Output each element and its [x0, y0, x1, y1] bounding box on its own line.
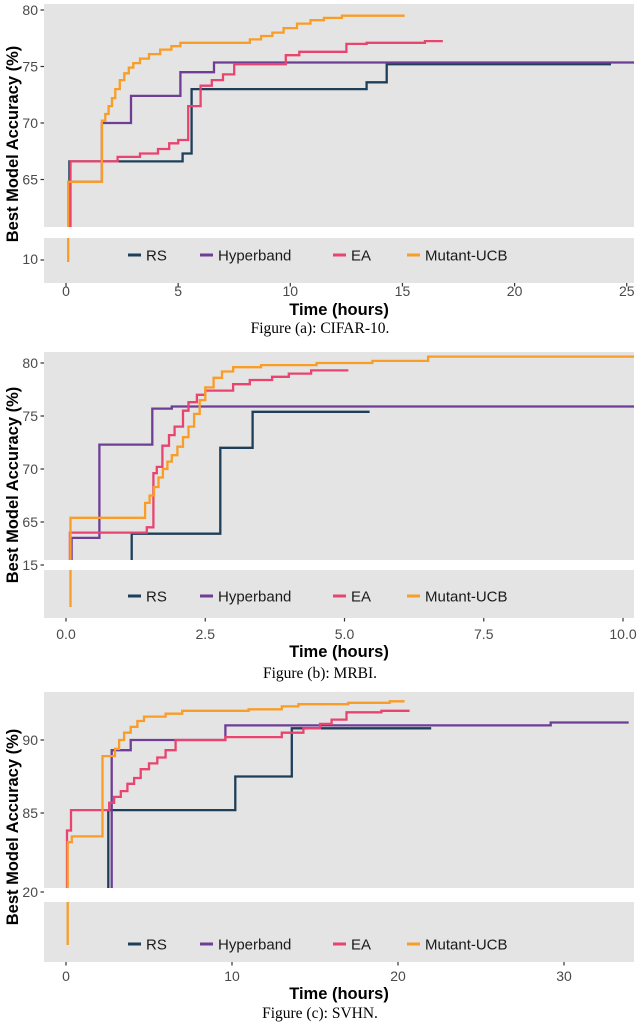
legend-item-mutant-ucb: Mutant-UCB — [407, 589, 508, 606]
x-axis-label: Time (hours) — [289, 301, 389, 319]
series-rs — [68, 63, 611, 227]
legend-item-ea: EA — [333, 937, 371, 954]
legend-label: EA — [351, 937, 371, 954]
x-axis-label: Time (hours) — [289, 985, 389, 1003]
legend-item-rs: RS — [128, 589, 167, 606]
axis-break-gap — [43, 888, 635, 902]
y-tick-label: 70 — [22, 461, 38, 477]
legend-label: EA — [351, 589, 371, 606]
y-tick-label: 80 — [22, 355, 38, 371]
legend-item-mutant-ucb: Mutant-UCB — [407, 248, 508, 265]
x-tick-label: 0.0 — [56, 626, 76, 642]
x-tick-label: 0 — [62, 283, 70, 299]
legend-label: RS — [146, 248, 167, 265]
y-axis-label: Best Model Accuracy (%) — [4, 46, 22, 243]
x-tick-label: 15 — [395, 283, 411, 299]
x-tick-label: 2.5 — [196, 626, 216, 642]
chart-a: 80 75 70 65 10 0 5 10 15 20 25 RS Hyperband EA Mutant-… — [4, 2, 635, 337]
chart-b: 80 75 70 65 15 0.0 2.5 5.0 7.5 10.0 RS Hyperband EA M… — [4, 352, 637, 682]
legend-label: RS — [146, 589, 167, 606]
x-axis-label: Time (hours) — [289, 643, 389, 661]
caption-c: Figure (c): SVHN. — [262, 1005, 378, 1022]
caption-a: Figure (a): CIFAR-10. — [251, 320, 390, 337]
legend-item-hyperband: Hyperband — [200, 589, 291, 606]
legend-label: Mutant-UCB — [425, 937, 508, 954]
x-tick-label: 10.0 — [609, 626, 636, 642]
series-mutant-ucb — [66, 700, 405, 945]
y-tick-label: 80 — [22, 2, 38, 18]
legend-item-ea: EA — [333, 248, 371, 265]
axis-break-gap — [43, 560, 635, 570]
y-strip-tick-label: 10 — [22, 251, 38, 267]
legend-item-hyperband: Hyperband — [200, 937, 291, 954]
legend-label: Mutant-UCB — [425, 248, 508, 265]
caption-b: Figure (b): MRBI. — [263, 665, 377, 682]
x-tick-label: 10 — [283, 283, 299, 299]
y-axis-label: Best Model Accuracy (%) — [4, 387, 22, 584]
y-strip-tick-label: 15 — [22, 557, 38, 573]
legend-label: Mutant-UCB — [425, 589, 508, 606]
series-mutant-ucb — [67, 14, 405, 262]
legend-label: RS — [146, 937, 167, 954]
x-tick-label: 20 — [390, 968, 406, 984]
y-tick-label: 75 — [22, 59, 38, 75]
legend-item-rs: RS — [128, 937, 167, 954]
y-tick-label: 65 — [22, 514, 38, 530]
legend-strip-panel — [44, 238, 634, 283]
y-tick-label: 75 — [22, 408, 38, 424]
x-tick-label: 5.0 — [335, 626, 355, 642]
x-tick-label: 10 — [224, 968, 240, 984]
main-panel — [44, 4, 634, 227]
legend-strip-panel — [44, 902, 634, 962]
y-axis-label: Best Model Accuracy (%) — [4, 729, 22, 926]
y-tick-label: 65 — [22, 172, 38, 188]
legend-label: Hyperband — [218, 589, 291, 606]
axis-break-gap — [43, 227, 635, 238]
main-panel — [44, 692, 634, 888]
x-tick-label: 5 — [174, 283, 182, 299]
legend-item-mutant-ucb: Mutant-UCB — [407, 937, 508, 954]
y-tick-label: 85 — [22, 805, 38, 821]
series-mutant-ucb — [69, 355, 634, 607]
series-ea — [68, 369, 349, 560]
x-tick-label: 20 — [507, 283, 523, 299]
series-hyperband — [70, 405, 634, 560]
legend-label: EA — [351, 248, 371, 265]
y-tick-label: 70 — [22, 115, 38, 131]
chart-c: 90 85 20 0 10 20 30 RS Hyperband EA Mutant-UCB Time… — [4, 692, 635, 1022]
series-ea — [65, 709, 410, 888]
legend-item-ea: EA — [333, 589, 371, 606]
legend-item-rs: RS — [128, 248, 167, 265]
x-tick-label: 7.5 — [474, 626, 494, 642]
legend-label: Hyperband — [218, 248, 291, 265]
legend-label: Hyperband — [218, 937, 291, 954]
x-tick-label: 0 — [62, 968, 70, 984]
y-tick-label: 90 — [22, 732, 38, 748]
x-tick-label: 30 — [556, 968, 572, 984]
legend-item-hyperband: Hyperband — [200, 248, 291, 265]
series-ea — [69, 39, 443, 227]
y-strip-tick-label: 20 — [22, 884, 38, 900]
legend-strip-panel — [44, 570, 634, 618]
x-tick-label: 25 — [619, 283, 635, 299]
main-panel — [44, 352, 634, 560]
